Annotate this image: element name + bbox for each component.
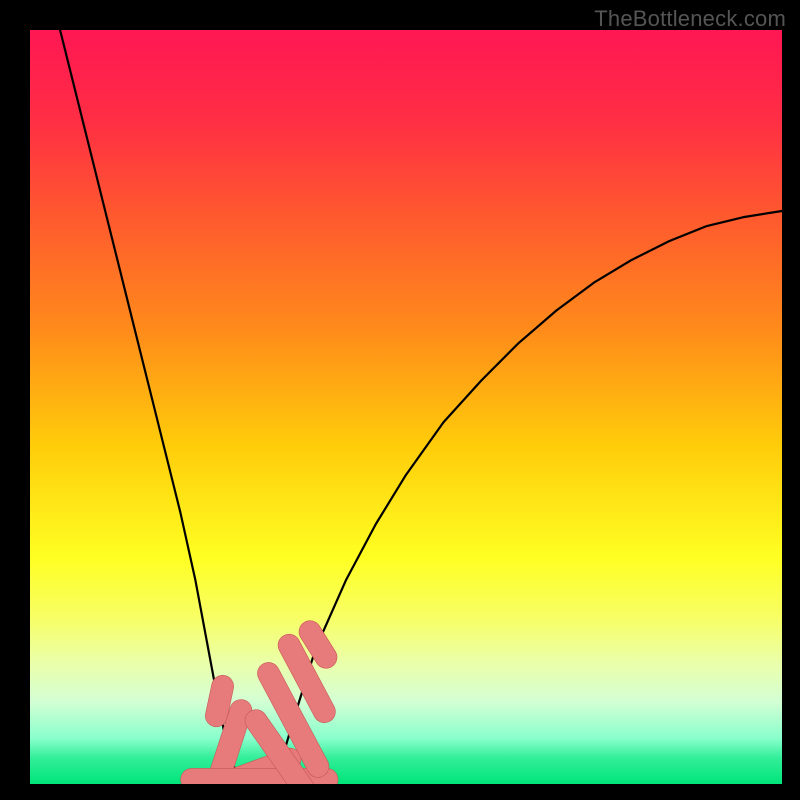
chart-svg xyxy=(30,30,782,784)
gradient-background xyxy=(30,30,782,784)
chart-container xyxy=(30,30,782,784)
watermark-text: TheBottleneck.com xyxy=(594,6,786,32)
